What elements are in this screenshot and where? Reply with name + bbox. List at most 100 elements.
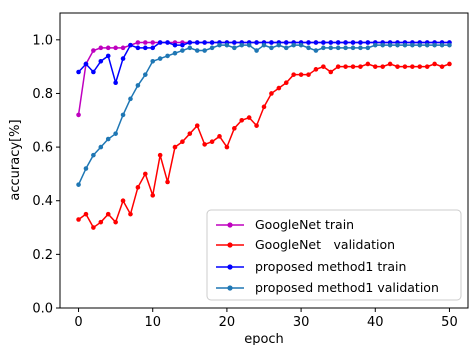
data-point-proposed-method1-train — [83, 61, 89, 67]
data-point-proposed-method1-validation — [157, 56, 163, 61]
data-point-proposed-method1-train — [135, 45, 141, 51]
data-point-proposed-method1-validation — [432, 42, 437, 48]
data-point-proposed-method1-train — [113, 80, 118, 86]
data-point-googlenet-validation — [113, 219, 118, 225]
data-point-proposed-method1-train — [143, 45, 148, 51]
data-point-proposed-method1-train — [194, 40, 200, 45]
data-point-proposed-method1-validation — [417, 42, 423, 48]
data-point-googlenet-validation — [232, 126, 237, 131]
y-tick-label: 0.4 — [32, 194, 53, 209]
data-point-googlenet-validation — [365, 61, 371, 67]
legend-marker-googlenet-validation — [227, 242, 233, 248]
data-point-proposed-method1-train — [283, 40, 289, 45]
legend-label-googlenet-validation: GoogleNet validation — [255, 237, 395, 252]
data-point-googlenet-validation — [202, 142, 207, 147]
data-point-proposed-method1-train — [365, 40, 371, 45]
data-point-proposed-method1-validation — [187, 45, 193, 51]
data-point-googlenet-validation — [180, 139, 185, 145]
data-point-proposed-method1-train — [209, 40, 215, 45]
data-point-proposed-method1-train — [157, 40, 163, 45]
data-point-proposed-method1-validation — [232, 45, 237, 51]
data-point-proposed-method1-validation — [447, 42, 452, 48]
data-point-proposed-method1-train — [98, 58, 104, 64]
data-point-proposed-method1-validation — [283, 45, 289, 51]
data-point-proposed-method1-validation — [328, 45, 334, 51]
data-point-googlenet-train — [105, 45, 111, 51]
data-point-proposed-method1-validation — [335, 45, 341, 51]
data-point-googlenet-validation — [417, 64, 423, 69]
data-point-googlenet-validation — [128, 211, 133, 217]
data-point-proposed-method1-train — [120, 56, 126, 61]
data-point-googlenet-validation — [306, 72, 311, 77]
x-axis-label: epoch — [244, 332, 284, 345]
data-point-proposed-method1-train — [313, 40, 319, 45]
data-point-proposed-method1-validation — [239, 42, 245, 48]
y-tick-label: 0.6 — [32, 141, 53, 156]
legend-marker-method1-train — [227, 264, 233, 270]
data-point-proposed-method1-validation — [135, 83, 141, 88]
data-point-proposed-method1-validation — [380, 42, 385, 48]
data-point-googlenet-validation — [246, 115, 252, 120]
data-point-googlenet-train — [150, 40, 156, 45]
data-point-googlenet-validation — [410, 64, 415, 69]
legend-label-method1-train: proposed method1 train — [255, 259, 406, 274]
data-point-proposed-method1-validation — [172, 50, 178, 56]
data-point-googlenet-train — [143, 40, 148, 45]
data-point-googlenet-validation — [76, 217, 81, 222]
data-point-proposed-method1-train — [165, 40, 170, 45]
data-point-proposed-method1-train — [187, 40, 193, 45]
data-point-proposed-method1-validation — [261, 42, 267, 48]
data-point-proposed-method1-validation — [402, 42, 408, 48]
data-point-proposed-method1-train — [328, 40, 334, 45]
data-point-proposed-method1-validation — [143, 72, 148, 77]
y-tick-label: 0.2 — [32, 248, 53, 263]
data-point-proposed-method1-validation — [306, 45, 311, 51]
data-point-googlenet-validation — [395, 64, 400, 69]
data-point-googlenet-validation — [239, 117, 245, 123]
data-point-googlenet-validation — [350, 64, 356, 69]
data-point-proposed-method1-train — [180, 42, 185, 48]
data-point-proposed-method1-validation — [202, 48, 207, 53]
data-point-googlenet-validation — [157, 152, 163, 158]
x-tick-label: 50 — [441, 315, 458, 330]
data-point-googlenet-validation — [387, 61, 393, 67]
legend: GoogleNet train GoogleNet validation pro… — [206, 209, 462, 301]
ticks-layer: 0 10 20 30 40 50 0.0 0.2 0.4 0.6 0.8 1.0 — [32, 33, 457, 330]
data-point-proposed-method1-train — [343, 40, 348, 45]
data-point-proposed-method1-validation — [91, 152, 96, 158]
data-point-proposed-method1-validation — [224, 42, 230, 48]
legend-marker-googlenet-train — [227, 222, 233, 228]
data-point-proposed-method1-train — [172, 42, 178, 48]
data-point-googlenet-validation — [402, 64, 408, 69]
data-point-proposed-method1-validation — [424, 42, 430, 48]
data-point-googlenet-validation — [321, 64, 326, 69]
data-point-googlenet-train — [120, 45, 126, 51]
x-tick-label: 30 — [293, 315, 310, 330]
data-point-proposed-method1-train — [128, 42, 133, 48]
data-point-googlenet-validation — [254, 123, 259, 128]
data-point-proposed-method1-validation — [358, 45, 363, 51]
data-point-proposed-method1-train — [105, 53, 111, 59]
data-point-proposed-method1-validation — [128, 96, 133, 102]
data-point-proposed-method1-validation — [410, 42, 415, 48]
data-point-googlenet-train — [98, 45, 104, 51]
data-point-proposed-method1-validation — [217, 42, 222, 48]
data-point-proposed-method1-validation — [439, 42, 445, 48]
data-point-googlenet-validation — [358, 64, 363, 69]
series-layer — [76, 40, 452, 230]
data-point-proposed-method1-train — [335, 40, 341, 45]
y-tick-label: 0.0 — [32, 302, 53, 317]
data-point-googlenet-validation — [224, 144, 230, 150]
x-tick-label: 20 — [219, 315, 236, 330]
data-point-googlenet-validation — [172, 144, 178, 150]
data-point-googlenet-validation — [91, 225, 96, 230]
data-point-googlenet-validation — [120, 198, 126, 204]
y-tick-label: 1.0 — [32, 33, 53, 48]
data-point-proposed-method1-validation — [387, 42, 393, 48]
data-point-proposed-method1-validation — [254, 48, 259, 53]
data-point-proposed-method1-validation — [150, 58, 156, 64]
data-point-proposed-method1-train — [350, 40, 356, 45]
data-point-proposed-method1-train — [269, 40, 274, 45]
data-point-proposed-method1-validation — [395, 42, 400, 48]
data-point-googlenet-validation — [424, 64, 430, 69]
